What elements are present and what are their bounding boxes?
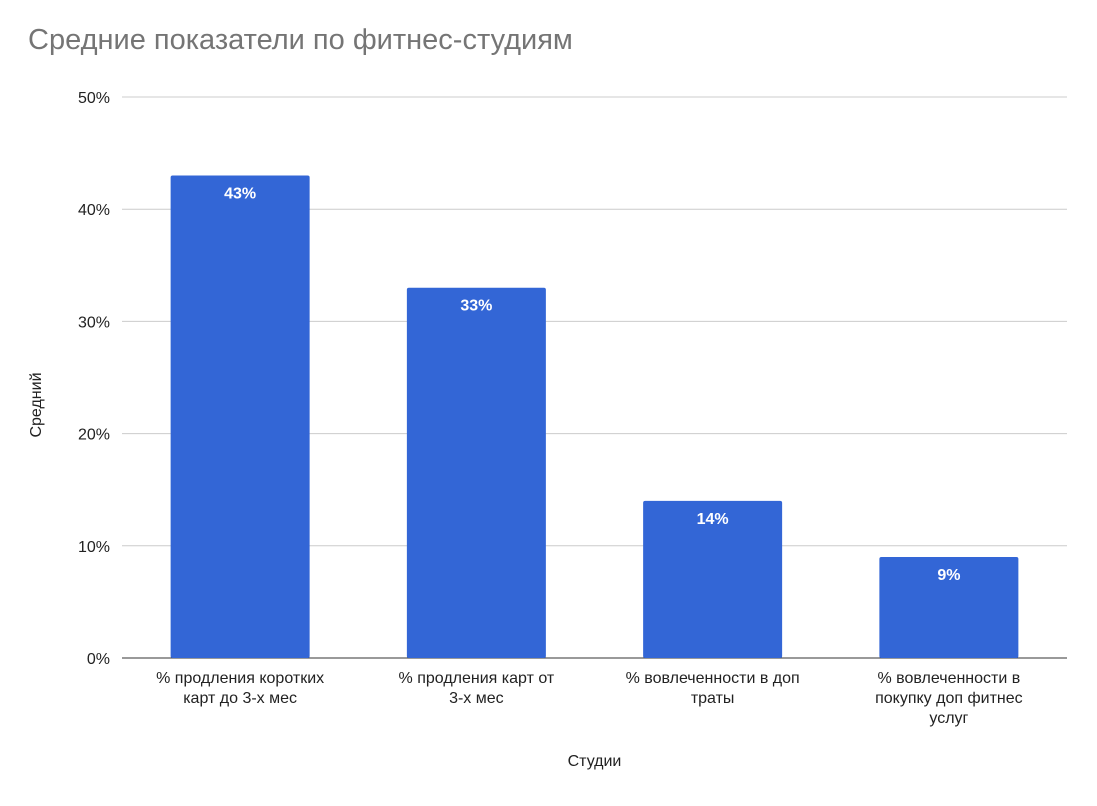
x-tick-label: 3-х мес <box>449 690 504 707</box>
x-tick-label: карт до 3-х мес <box>183 690 297 707</box>
x-tick-label: % продления карт от <box>399 670 555 687</box>
y-tick-label: 0% <box>87 651 110 668</box>
data-label: 9% <box>937 567 960 584</box>
y-tick-label: 50% <box>78 90 110 107</box>
y-axis-title: Средний <box>28 372 45 437</box>
data-label: 43% <box>224 186 256 203</box>
data-label: 33% <box>460 298 492 315</box>
bar <box>643 500 783 658</box>
x-tick-label: % вовлеченности в <box>878 670 1021 687</box>
x-tick-label: % вовлеченности в доп <box>626 670 800 687</box>
y-tick-label: 10% <box>78 539 110 556</box>
chart-title: Средние показатели по фитнес-студиям <box>28 24 573 56</box>
bar <box>170 175 310 659</box>
x-tick-label: услуг <box>929 710 968 727</box>
x-axis-title: Студии <box>568 753 622 770</box>
bar <box>879 557 1019 658</box>
data-label: 14% <box>697 511 729 528</box>
bar <box>406 287 546 658</box>
x-tick-label: покупку доп фитнес <box>875 690 1023 707</box>
x-tick-label: траты <box>691 690 735 707</box>
y-tick-label: 30% <box>78 314 110 331</box>
y-tick-label: 40% <box>78 202 110 219</box>
y-tick-label: 20% <box>78 427 110 444</box>
x-tick-label: % продления коротких <box>156 670 324 687</box>
